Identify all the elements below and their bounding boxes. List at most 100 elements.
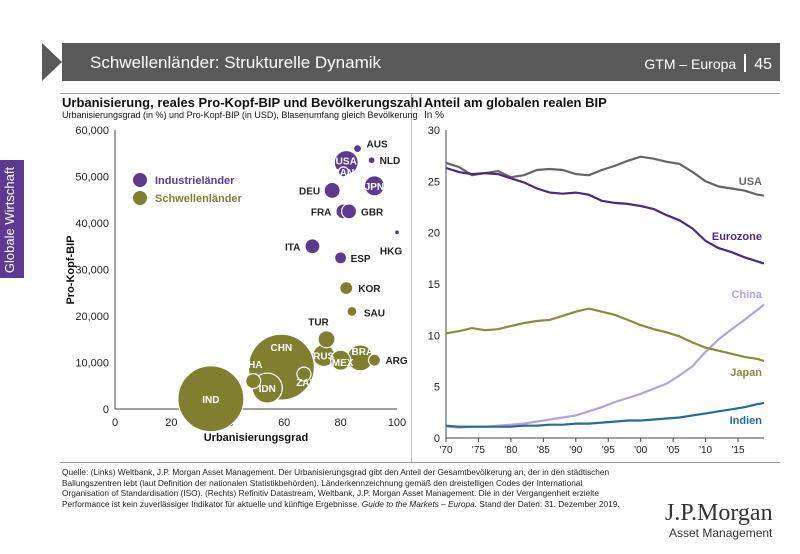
line-x-tick-label: '95 [602,445,615,456]
line-x-tick-label: '80 [504,445,517,456]
series-label-eurozone: Eurozone [712,231,762,243]
bubble-x-tick-label: 60 [278,417,290,429]
divider-middle [411,93,412,463]
bubble-label-jpn: JPN [365,182,384,193]
bubble-tha [245,373,262,390]
bubble-label-zaf: ZAF [296,378,315,389]
bubble-gbr [340,203,358,220]
line-x-tick-label: '05 [667,445,680,456]
bubble-label-deu: DEU [299,186,320,197]
series-label-china: China [731,289,762,301]
bubble-y-tick-label: 40,000 [75,218,109,230]
bubble-x-axis-label: Urbanisierungsgrad [204,432,309,444]
series-line-usa [445,155,765,197]
line-y-tick-label: 20 [428,228,440,240]
series-label-usa: USA [739,176,762,188]
bubble-y-tick-label: 20,000 [75,311,109,323]
line-x-tick-label: '75 [472,445,485,456]
bubble-label-mex: MEX [332,358,354,369]
line-x-tick-label: '70 [439,445,452,456]
bubble-x-tick-label: 0 [112,417,118,429]
series-line-china [445,303,765,429]
bubble-deu [323,181,341,200]
bubble-label-ind: IND [202,395,219,406]
bubble-ita [304,238,321,255]
bubble-mex [330,349,352,371]
bubble-label-ita: ITA [285,242,300,253]
footnote-tail: Stand der Daten: 31. Dezember 2019. [479,498,620,509]
bubble-arg [367,353,382,367]
header-separator [744,54,747,72]
bubble-ind [177,365,245,433]
series-label-japan: Japan [730,367,762,379]
bubble-label-esp: ESP [351,254,371,265]
bubble-esp [334,251,348,265]
bubble-y-tick-label: 10,000 [75,358,109,370]
bubble-can [337,166,350,178]
line-y-tick-label: 15 [428,279,440,291]
jpmorgan-logo: J.P.Morgan [665,500,773,526]
bubble-sau [346,305,358,317]
series-label-india: Indien [730,415,763,427]
bubble-label-bra: BRA [352,347,374,358]
bubble-label-arg: ARG [385,356,407,367]
bubble-zaf [296,366,312,382]
bubble-label-gbr: GBR [361,207,384,218]
bubble-y-tick-label: 60,000 [75,125,109,137]
series-line-india [445,402,765,428]
bubble-kor [339,281,354,296]
legend-label-emerging: Schwellenländer [155,193,243,205]
side-tab [0,160,24,278]
line-chart-subtitle: In % [424,110,445,121]
bubble-chart-title: Urbanisierung, reales Pro-Kopf-BIP und B… [62,95,423,110]
divider-top [60,93,780,94]
legend-marker-emerging [133,191,147,205]
bubble-label-hkg: HKG [380,246,402,257]
line-y-tick-label: 30 [428,125,440,137]
bubble-nld [367,156,376,165]
series-line-eurozone [445,166,765,265]
bubble-x-tick-label: 20 [165,417,177,429]
bubble-y-tick-label: 50,000 [75,172,109,184]
bubble-label-kor: KOR [358,284,381,295]
bubble-label-chn: CHN [271,343,293,354]
divider-bottom [60,462,780,463]
header-right: GTM – Europa 45 [644,54,772,74]
line-y-tick-label: 10 [428,330,440,342]
page-title: Schwellenländer: Strukturelle Dynamik [90,53,382,72]
footnote-text: Quelle: (Links) Weltbank, J.P. Morgan As… [62,467,610,509]
bubble-x-tick-label: 80 [334,417,346,429]
footnote-italic: Guide to the Markets – Europa. [361,498,478,509]
line-x-tick-label: '15 [732,445,745,456]
bubble-jpn [363,175,386,197]
series-name: GTM – Europa [644,56,737,72]
bubble-label-can: CAN [333,168,355,179]
line-x-tick-label: '00 [634,445,647,456]
bubble-label-idn: IDN [259,384,276,395]
page-number: 45 [754,56,772,73]
line-y-tick-label: 25 [428,176,440,188]
bubble-chart-subtitle: Urbanisierungsgrad (in %) und Pro-Kopf-B… [62,110,418,120]
header-chevron [42,43,62,81]
line-y-tick-label: 5 [434,382,440,394]
bubble-hkg [393,229,401,236]
footnote: Quelle: (Links) Weltbank, J.P. Morgan As… [62,467,622,509]
bubble-aus [352,144,363,154]
bubble-y-axis-label: Pro-Kopf-BIP [65,235,77,304]
bubble-x-tick-label: 100 [388,417,406,429]
header-bar [62,43,780,81]
legend-marker-developed [133,173,147,187]
bubble-y-tick-label: 0 [103,404,109,416]
bubble-y-tick-label: 30,000 [75,265,109,277]
series-line-japan [445,307,765,363]
line-x-tick-label: '10 [699,445,712,456]
bubble-tur [317,330,336,349]
line-x-tick-label: '90 [569,445,582,456]
bubble-label-tha: THA [242,360,263,371]
bubble-label-aus: AUS [367,140,388,151]
line-y-tick-label: 0 [434,433,440,445]
bubble-label-usa: USA [336,157,357,168]
line-x-tick-label: '85 [537,445,550,456]
